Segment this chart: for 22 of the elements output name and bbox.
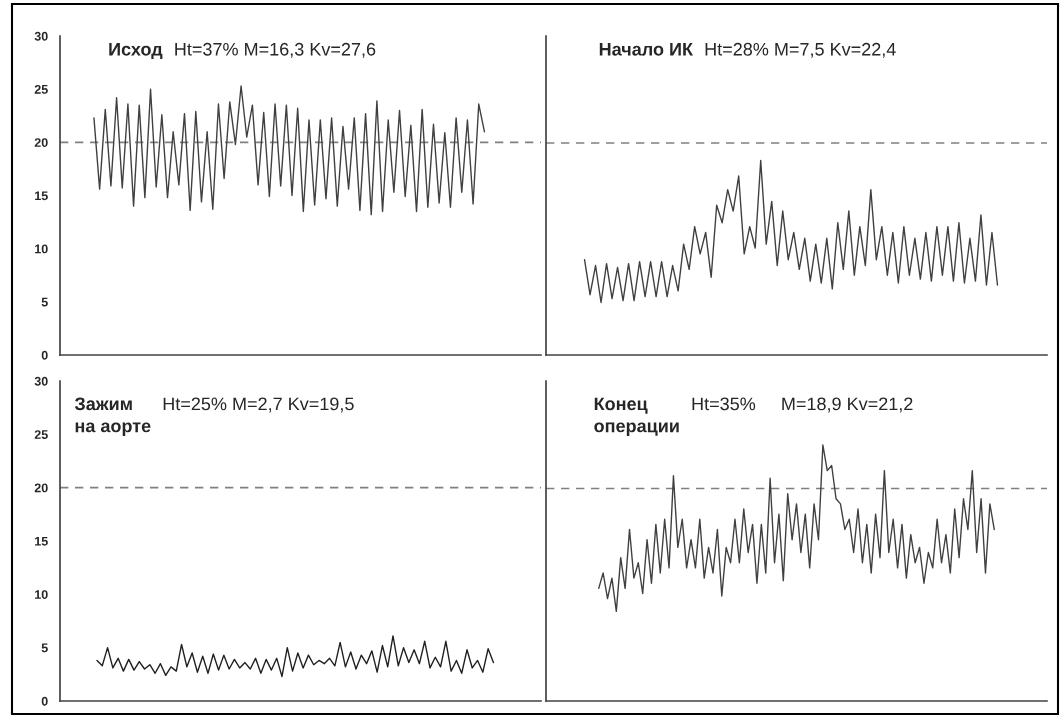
y-tick-label: 10 <box>35 590 48 599</box>
text: Зажим на аорте <box>74 397 151 436</box>
text: Ht=28% M=7,5 Kv=22,4 <box>705 42 896 58</box>
y-tick-label: 10 <box>35 244 48 254</box>
y-tick-label: 15 <box>35 536 48 546</box>
y-tick-label: 15 <box>35 191 48 201</box>
text: Ht=35% M=18,9 Kv=21,2 <box>692 397 913 413</box>
chart-title: Конец операции <box>594 397 679 436</box>
annotation: Ht=37% M=16,3 Kv=27,6 <box>175 42 376 58</box>
y-tick-label: 25 <box>34 430 48 439</box>
chart-title: Начало ИК <box>599 43 694 56</box>
annotation: Ht=25% M=2,7 Kv=19,5 <box>163 397 354 413</box>
chart-title: Исход <box>109 43 163 60</box>
y-tick-label: 30 <box>34 31 48 41</box>
y-tick-label: 0 <box>41 696 48 706</box>
y-tick-label: 25 <box>34 84 48 94</box>
y-tick-label: 5 <box>41 643 48 653</box>
y-tick-label: 5 <box>41 297 48 307</box>
y-tick-label: 30 <box>34 376 48 386</box>
y-tick-label: 20 <box>34 138 48 147</box>
y-tick-label: 20 <box>34 483 48 493</box>
y-tick-label: 0 <box>41 350 48 360</box>
